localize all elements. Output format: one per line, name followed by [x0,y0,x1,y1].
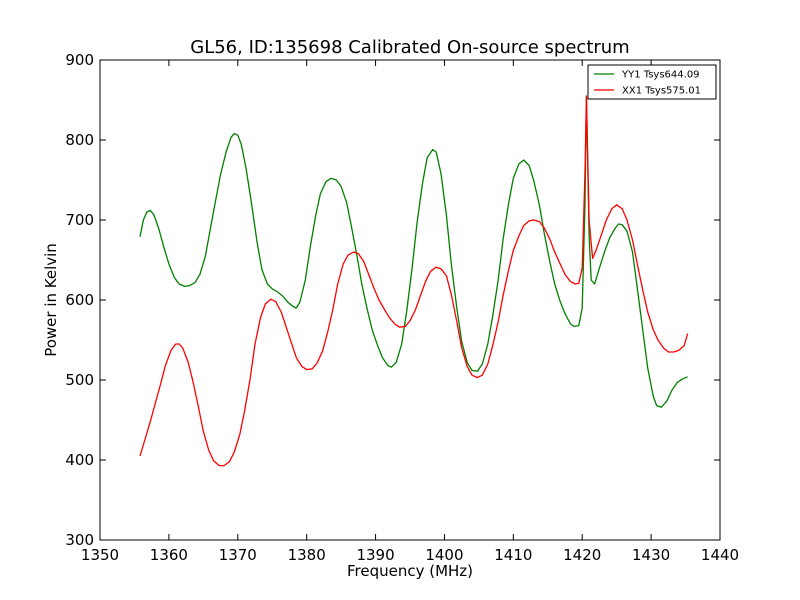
y-tick-label: 900 [65,51,94,69]
x-tick-label: 1410 [494,546,532,564]
y-tick-label: 400 [65,451,94,469]
x-tick-label: 1430 [632,546,670,564]
x-tick-label: 1370 [219,546,257,564]
series-line-xx1 [139,95,689,467]
x-axis-label: Frequency (MHz) [347,562,473,580]
x-tick-label: 1400 [425,546,463,564]
y-tick-label: 600 [65,291,94,309]
x-tick-label: 1420 [563,546,601,564]
legend-label-xx1: XX1 Tsys575.01 [622,86,701,97]
x-tick-label: 1350 [81,546,119,564]
y-axis-label: Power in Kelvin [42,243,60,357]
legend: YY1 Tsys644.09 XX1 Tsys575.01 [587,64,717,100]
x-tick-label: 1440 [701,546,739,564]
x-axis: 1350 1360 1370 1380 1390 1400 1410 1420 1430 1440 [81,60,739,564]
y-tick-label: 500 [65,371,94,389]
series-line-yy1 [139,95,688,408]
y-axis: 300 400 500 600 700 800 900 [65,51,720,549]
chart-title: GL56, ID:135698 Calibrated On-source spe… [190,37,629,58]
legend-label-yy1: YY1 Tsys644.09 [621,70,700,81]
x-tick-label: 1390 [356,546,394,564]
plot-series [139,95,689,467]
legend-box [587,64,717,100]
y-tick-label: 300 [65,531,94,549]
x-tick-label: 1360 [150,546,188,564]
y-tick-label: 800 [65,131,94,149]
x-tick-label: 1380 [288,546,326,564]
y-tick-label: 700 [65,211,94,229]
